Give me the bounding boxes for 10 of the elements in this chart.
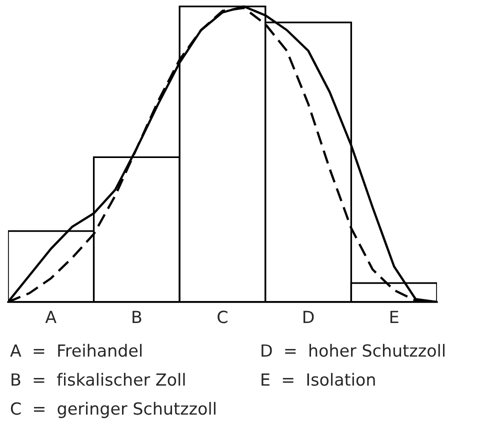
x-tick-label: A <box>45 310 56 323</box>
x-tick-label: C <box>218 310 228 324</box>
text: C = geringer Schutzzoll <box>10 402 216 418</box>
text: B = fiskalischer Zoll <box>12 372 185 386</box>
text: A = Freihandel <box>10 344 142 357</box>
text: E = Isolation <box>262 372 375 386</box>
x-tick-label: B <box>132 310 142 323</box>
text: D = hoher Schutzzoll <box>262 344 445 357</box>
x-tick-label: E <box>390 310 398 323</box>
x-tick-label: D <box>304 310 314 323</box>
